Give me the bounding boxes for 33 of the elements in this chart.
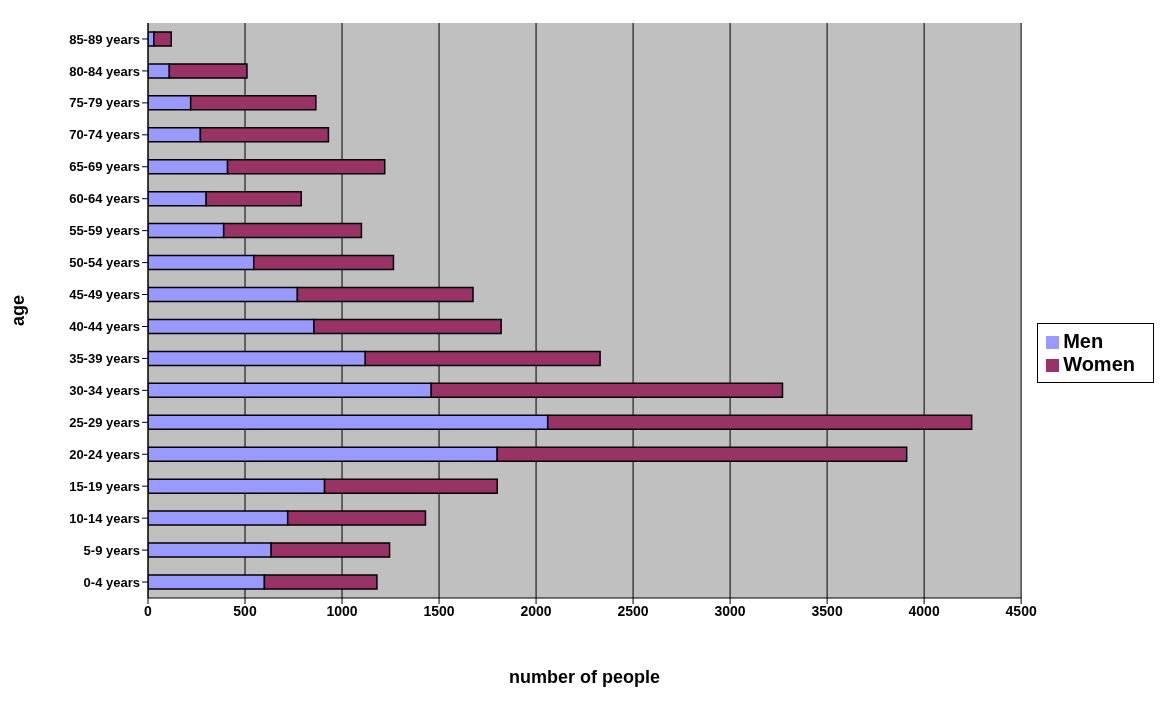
- y-tick-label: 35-39 years: [69, 351, 140, 367]
- y-tick-label: 60-64 years: [69, 191, 140, 207]
- y-tick-label: 25-29 years: [69, 414, 140, 430]
- y-tick-label: 50-54 years: [69, 255, 140, 271]
- legend-label: Women: [1063, 353, 1135, 375]
- x-axis-title: number of people: [509, 667, 661, 687]
- y-tick-label: 20-24 years: [69, 446, 140, 462]
- x-tick-label: 2500: [617, 602, 649, 619]
- x-tick-label: 4000: [908, 602, 940, 619]
- x-tick-label: 3500: [811, 602, 843, 619]
- y-tick-label: 0-4 years: [83, 574, 140, 590]
- y-tick-label: 10-14 years: [69, 510, 140, 526]
- bar: [153, 31, 173, 47]
- y-tick-label: 65-69 years: [69, 159, 140, 175]
- x-tick-label: 0: [144, 602, 153, 619]
- y-tick-label: 30-34 years: [69, 382, 140, 398]
- x-tick-label: 500: [233, 602, 257, 619]
- y-tick-label: 75-79 years: [69, 95, 140, 111]
- x-tick-label: 1000: [326, 602, 358, 619]
- y-axis-title: age: [8, 294, 29, 327]
- y-tick-label: 55-59 years: [69, 223, 140, 239]
- y-tick-label: 85-89 years: [69, 31, 140, 47]
- y-tick-label: 80-84 years: [69, 63, 140, 79]
- legend-label: Men: [1063, 330, 1104, 352]
- x-tick-label: 2000: [520, 602, 552, 619]
- y-tick-label: 5-9 years: [83, 542, 140, 558]
- y-tick-label: 45-49 years: [69, 287, 140, 303]
- x-tick-label: 3000: [714, 602, 746, 619]
- y-tick-label: 70-74 years: [69, 127, 140, 143]
- y-tick-label: 15-19 years: [69, 478, 140, 494]
- x-tick-label: 4500: [1005, 602, 1037, 619]
- y-tick-label: 40-44 years: [69, 319, 140, 335]
- x-tick-label: 1500: [423, 602, 455, 619]
